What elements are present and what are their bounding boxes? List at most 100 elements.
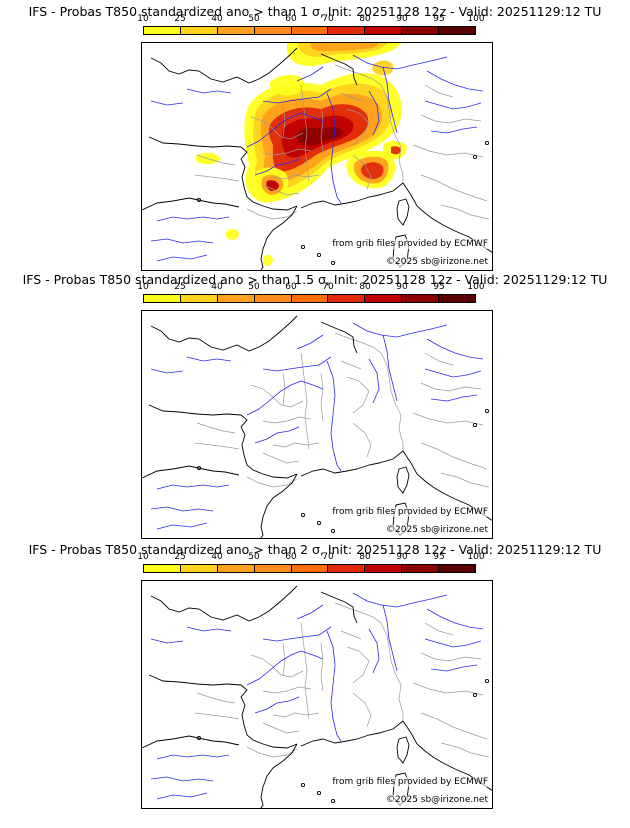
scale-tick-label: 90 [396,552,408,562]
map-panel: IFS - Probas T850 standardized ano > tha… [0,4,630,272]
river-line [326,92,342,204]
coast-line [320,53,358,86]
scale-tick-label: 25 [174,552,186,562]
admin-border [334,602,404,721]
river-line [326,630,342,742]
panel-title: IFS - Probas T850 standardized ano > tha… [28,4,602,19]
coast-line [320,321,358,354]
small-island [484,140,490,146]
admin-border [250,654,304,678]
river-line [150,776,214,782]
river-line [156,754,230,760]
admin-border [352,692,372,728]
copyright-credit: ©2025 sb@irizone.net [386,257,488,267]
scale-swatch [365,295,403,302]
admin-border [272,174,320,180]
scale-tick-label: 95 [433,14,445,24]
river-line [156,254,208,262]
admin-border [420,114,482,124]
admin-borders [194,332,490,488]
map-frame: from grib files provided by ECMWF ©2025 s… [141,42,493,271]
probability-area [266,180,279,191]
scale-swatch [180,27,218,34]
coast-line [148,674,298,749]
river-line [262,626,332,642]
coast-line [150,585,298,622]
admin-border [424,352,454,366]
river-line [424,100,482,110]
coast-line [148,404,298,479]
scale-tick-label: 90 [396,282,408,292]
admin-border [320,372,324,422]
river-line [326,360,342,472]
admin-border [412,682,484,696]
panel-title: IFS - Probas T850 standardized ano > tha… [22,272,608,287]
coast-line [142,465,240,479]
scale-swatch [217,565,255,572]
river-line [430,394,478,402]
admin-border [250,384,304,408]
admin-border [412,144,484,158]
admin-border [346,108,370,146]
river-line [382,334,398,402]
river-line [150,100,184,106]
scale-bar [143,26,476,35]
admin-border [246,746,298,758]
river-line [300,380,324,390]
admin-border [334,332,404,451]
river-line [296,334,324,350]
admin-border [320,642,324,692]
scale-tick-label: 25 [174,282,186,292]
scale-swatch [291,565,329,572]
small-island [330,528,336,534]
scale-tick-label: 10 [137,14,149,24]
river-line [382,604,398,672]
scale-swatch [254,27,292,34]
admin-border [194,174,240,182]
small-island [196,465,202,471]
scale-tick-label: 80 [359,552,371,562]
scale-swatch [217,295,255,302]
coast-line [148,136,298,211]
admin-border [196,154,236,166]
river-line [262,88,332,104]
scale-tick-label: 50 [248,14,260,24]
scale-tick-label: 40 [211,282,223,292]
scale-tick-label: 95 [433,552,445,562]
probability-area [310,43,379,51]
admin-border [196,422,236,434]
rivers [150,54,484,262]
admin-border [440,472,490,488]
scale-tick-label: 80 [359,14,371,24]
scale-swatch [254,565,292,572]
admin-border [420,652,482,662]
river-line [186,626,232,632]
admin-border [262,686,312,694]
probability-area [225,228,239,240]
scale-tick-label: 70 [322,282,334,292]
small-island [316,790,322,796]
small-island [196,197,202,203]
data-source-credit: from grib files provided by ECMWF [332,507,488,517]
admin-borders [194,602,490,758]
admin-borders [194,64,490,220]
river-line [424,368,482,378]
admin-border [420,712,488,740]
scale-swatch [402,295,440,302]
river-line [246,112,302,148]
scale-tick-label: 90 [396,14,408,24]
scale-swatch [328,27,366,34]
scale-swatch [365,27,403,34]
scale-tick-label: 40 [211,14,223,24]
probability-area [269,75,304,96]
scale-tick-label: 100 [467,552,485,562]
scale-swatch [291,27,329,34]
admin-border [300,622,310,720]
scale-bar [143,294,476,303]
river-line [430,126,478,134]
admin-border [352,422,372,458]
scale-swatch [402,27,440,34]
admin-border [340,630,362,640]
coast-line [260,205,298,270]
admin-border [262,184,300,196]
